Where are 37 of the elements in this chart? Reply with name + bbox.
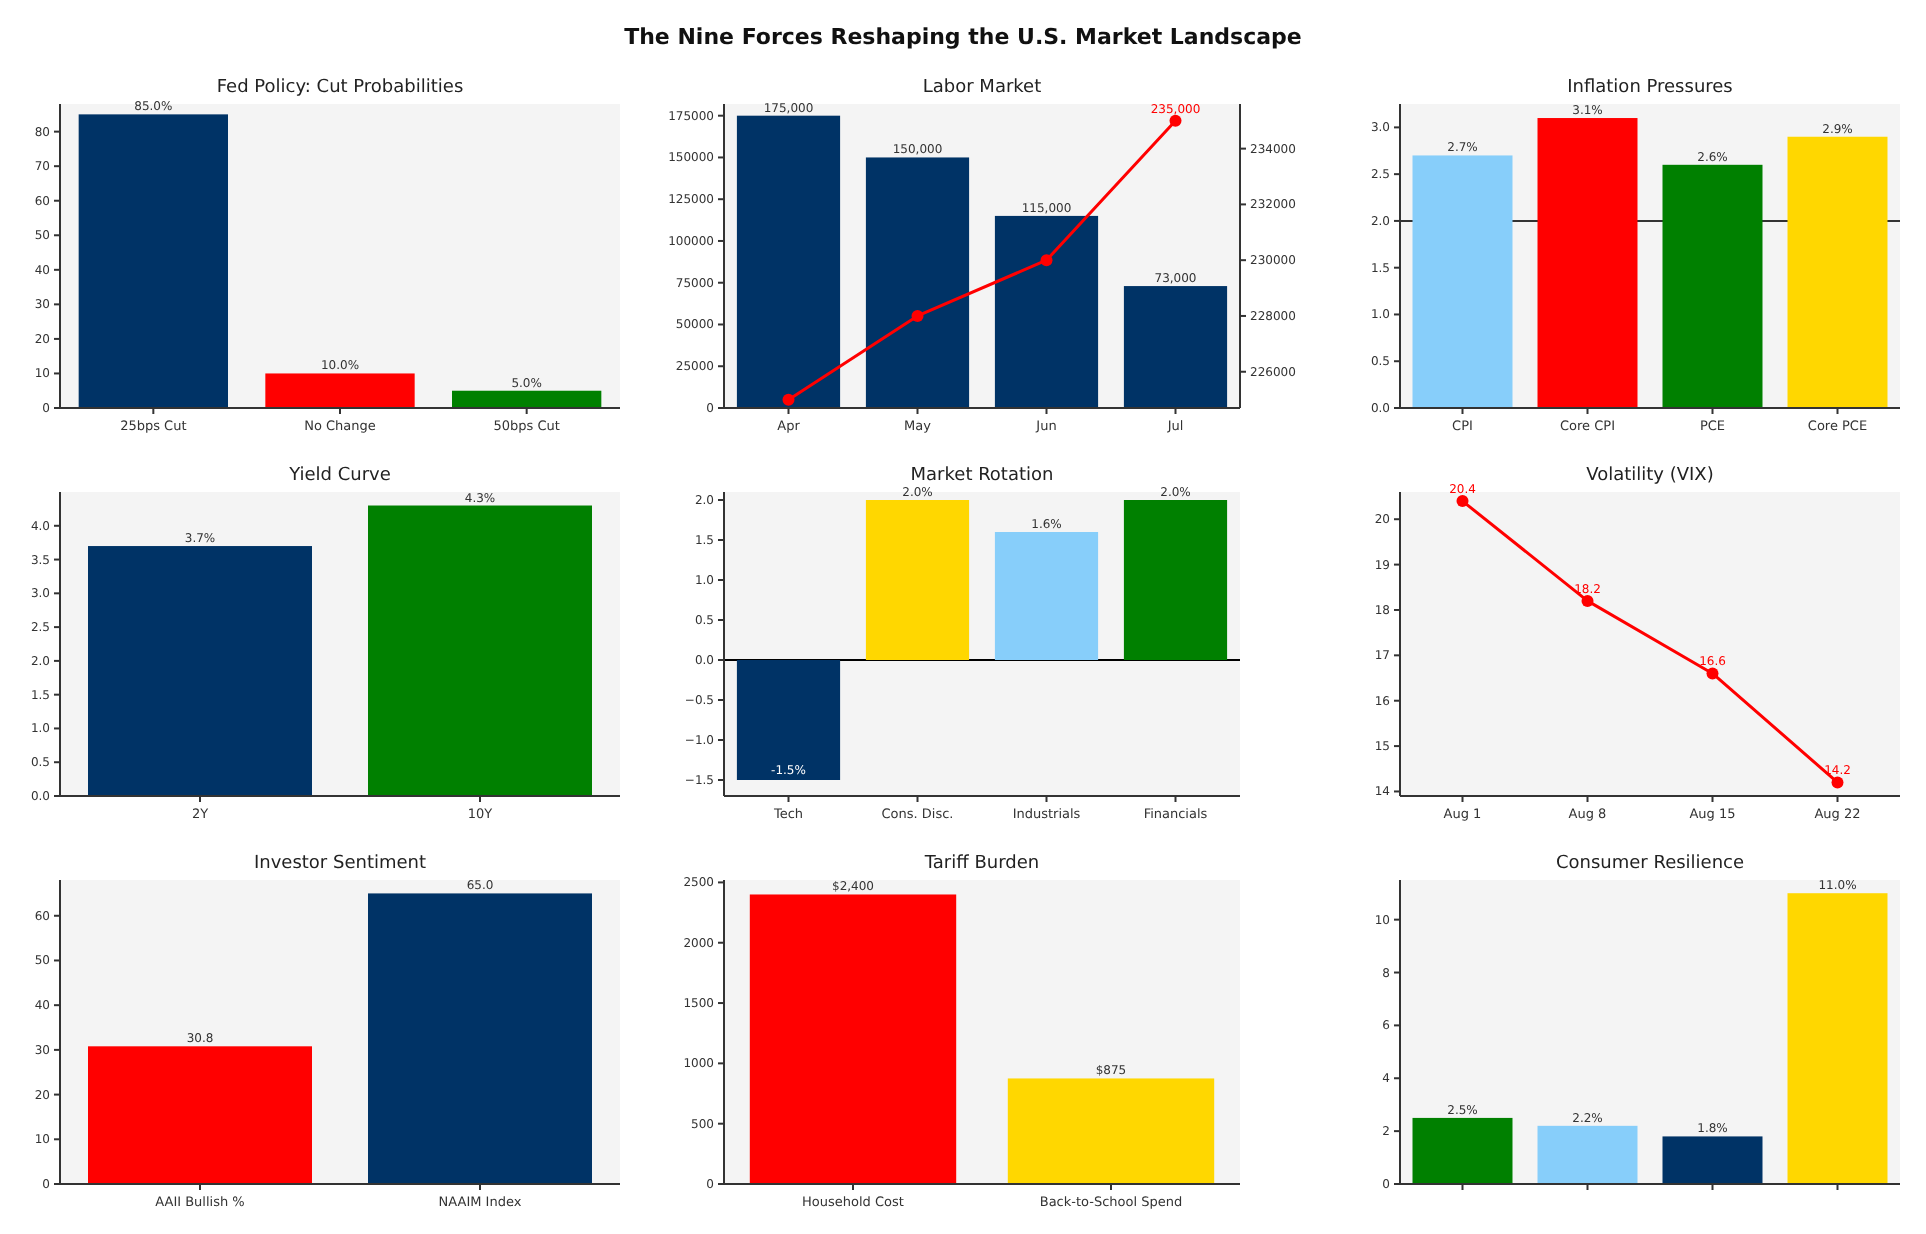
bar [1787, 136, 1888, 408]
chart-title: Tariff Burden [922, 854, 1040, 874]
chart-title: Yield Curve [287, 466, 392, 486]
bar [1412, 1117, 1513, 1184]
point [911, 309, 924, 322]
bar [1537, 118, 1638, 408]
bar [736, 660, 841, 780]
point [1040, 254, 1053, 267]
point [1706, 667, 1719, 680]
chart-title: Labor Market [922, 78, 1043, 98]
chart-title: Volatility (VIX) [1586, 466, 1714, 486]
bar [1662, 164, 1763, 408]
bar [78, 114, 228, 408]
point [1169, 114, 1182, 127]
chart-title: Market Rotation [910, 466, 1054, 486]
bar [865, 500, 970, 660]
bar [265, 373, 415, 408]
point [1581, 594, 1594, 607]
bar [1123, 286, 1228, 408]
bar [1662, 1136, 1763, 1184]
bar [994, 532, 1099, 660]
chart-title: Inflation Pressures [1567, 78, 1734, 98]
point [1456, 495, 1469, 508]
bar [1123, 500, 1228, 660]
bar [865, 157, 970, 408]
bar [1412, 155, 1513, 408]
point [1831, 776, 1844, 789]
bar [736, 115, 841, 408]
chart-title: Investor Sentiment [253, 854, 427, 874]
bar [1787, 893, 1888, 1184]
chart-title: Fed Policy: Cut Probabilities [216, 78, 464, 98]
chart-title: Consumer Resilience [1555, 854, 1745, 874]
bar [994, 215, 1099, 408]
text: The Nine Forces Reshaping the U.S. Market Landscape [624, 24, 1302, 50]
bar [452, 390, 602, 408]
bar [1537, 1125, 1638, 1184]
point [782, 393, 795, 406]
